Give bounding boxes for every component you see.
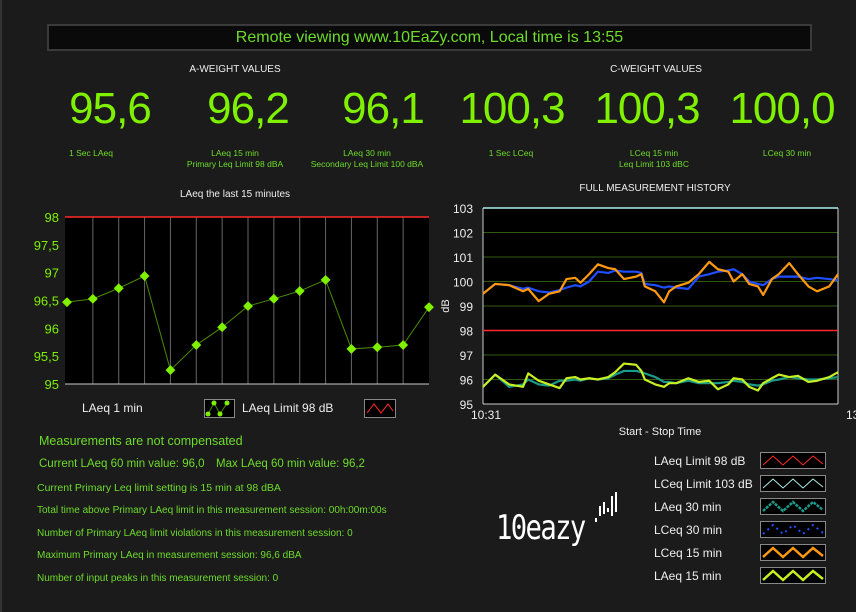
laeq-15min-chart: 95 95,5 96 96,5 97 97,5 98	[34, 210, 434, 392]
y-tick-label: 100	[453, 276, 473, 290]
lceq-15min-label: LCeq 15 min Leq Limit 103 dBC	[619, 148, 689, 169]
limit-violations: Number of Primary LAeq limit violations …	[37, 528, 353, 539]
laeq-1s-label: 1 Sec LAeq	[69, 148, 113, 158]
left-chart-title: LAeq the last 15 minutes	[179, 189, 291, 200]
lceq-15min-value: 100,3	[594, 84, 700, 133]
legend-label: LCeq 30 min	[654, 523, 723, 537]
y-tick-label: 98	[460, 325, 474, 339]
x-axis-label: Start - Stop Time	[618, 426, 702, 438]
legend-label: LAeq 15 min	[654, 569, 722, 583]
y-tick-label: 96	[45, 321, 59, 336]
right-chart-title: FULL MEASUREMENT HISTORY	[579, 183, 731, 194]
legend-laeq-limit: LAeq Limit 98 dB	[242, 401, 334, 415]
laeq-30min-value: 96,1	[342, 84, 425, 133]
legend-laeq-1min-swatch	[204, 399, 235, 418]
laeq-15min-value: 96,2	[207, 84, 290, 133]
input-peaks: Number of input peaks in this measuremen…	[37, 573, 279, 584]
y-tick-label: 98	[45, 210, 59, 225]
title-bar: Remote viewing www.10EaZy.com, Local tim…	[47, 24, 812, 51]
data-point	[372, 342, 383, 353]
data-point	[87, 293, 98, 304]
x-tick-label: 10:31	[471, 408, 501, 422]
y-tick-label: 95	[45, 377, 59, 392]
legend-laeq-1min: LAeq 1 min	[82, 401, 143, 415]
legend-swatch	[760, 452, 826, 469]
lceq-30min-value: 100,0	[729, 84, 835, 133]
lceq-1s-label: 1 Sec LCeq	[488, 148, 534, 158]
c-weight-header: C-WEIGHT VALUES	[610, 64, 702, 75]
max-laeq-60: Max LAeq 60 min value: 96,2	[216, 458, 365, 470]
y-axis-label: dB	[440, 299, 452, 312]
data-point	[165, 365, 176, 376]
data-point	[320, 274, 331, 285]
laeq-1s-value: 95,6	[69, 84, 152, 133]
y-tick-label: 96,5	[34, 294, 59, 309]
a-weight-header: A-WEIGHT VALUES	[189, 64, 281, 75]
legend-label: LCeq Limit 103 dB	[654, 477, 753, 491]
laeq-15min-label: LAeq 15 min Primary Leq Limit 98 dBA	[186, 148, 284, 169]
y-tick-label: 97	[460, 349, 474, 363]
legend-swatch	[760, 475, 826, 492]
limit-setting: Current Primary Leq limit setting is 15 …	[37, 482, 281, 494]
lceq-15-min-line	[482, 260, 839, 304]
plot-area	[65, 217, 429, 384]
lceq-30min-label: LCeq 30 min	[762, 148, 812, 158]
y-tick-label: 95	[460, 398, 474, 412]
time-above-limit: Total time above Primary LAeq limit in t…	[37, 505, 387, 516]
data-point	[243, 301, 253, 312]
y-tick-label: 95,5	[34, 349, 59, 364]
max-primary-laeq: Maximum Primary LAeq in measurement sess…	[37, 550, 302, 561]
compensation-status: Measurements are not compensated	[39, 434, 243, 448]
data-point	[398, 340, 409, 350]
legend-swatch	[760, 521, 826, 538]
full-history-chart: 95 96 97 98 99 100 101 102 103 10:31 13:55 dB	[440, 202, 856, 422]
y-tick-label: 96	[460, 374, 474, 388]
laeq-30min-label: LAeq 30 min Secondary Leq Limit 100 dBA	[310, 148, 424, 169]
x-tick-label: 13:55	[846, 408, 856, 422]
data-point	[62, 297, 72, 308]
laeq-15-min-line	[482, 362, 839, 392]
data-point	[268, 293, 279, 304]
legend-label: LAeq 30 min	[654, 500, 722, 514]
legend-laeq-limit-swatch	[364, 399, 396, 418]
data-point	[294, 286, 305, 296]
legend-label: LCeq 15 min	[654, 546, 723, 560]
data-point	[217, 322, 228, 333]
y-tick-label: 97,5	[34, 238, 59, 253]
data-point	[139, 271, 150, 281]
legend-swatch	[760, 567, 826, 584]
y-tick-label: 97	[45, 266, 59, 281]
y-tick-label: 103	[453, 202, 473, 216]
legend-swatch	[760, 498, 826, 515]
y-tick-label: 99	[460, 300, 474, 314]
data-point	[113, 283, 124, 294]
y-tick-label: 101	[453, 251, 473, 265]
legend-label: LAeq Limit 98 dB	[654, 454, 746, 468]
y-tick-label: 102	[453, 227, 473, 241]
lceq-1s-value: 100,3	[459, 84, 565, 133]
legend-swatch	[760, 544, 826, 561]
laeq-30-min-line	[482, 369, 839, 388]
data-point	[191, 340, 202, 350]
current-laeq-60: Current LAeq 60 min value: 96,0	[39, 458, 205, 470]
